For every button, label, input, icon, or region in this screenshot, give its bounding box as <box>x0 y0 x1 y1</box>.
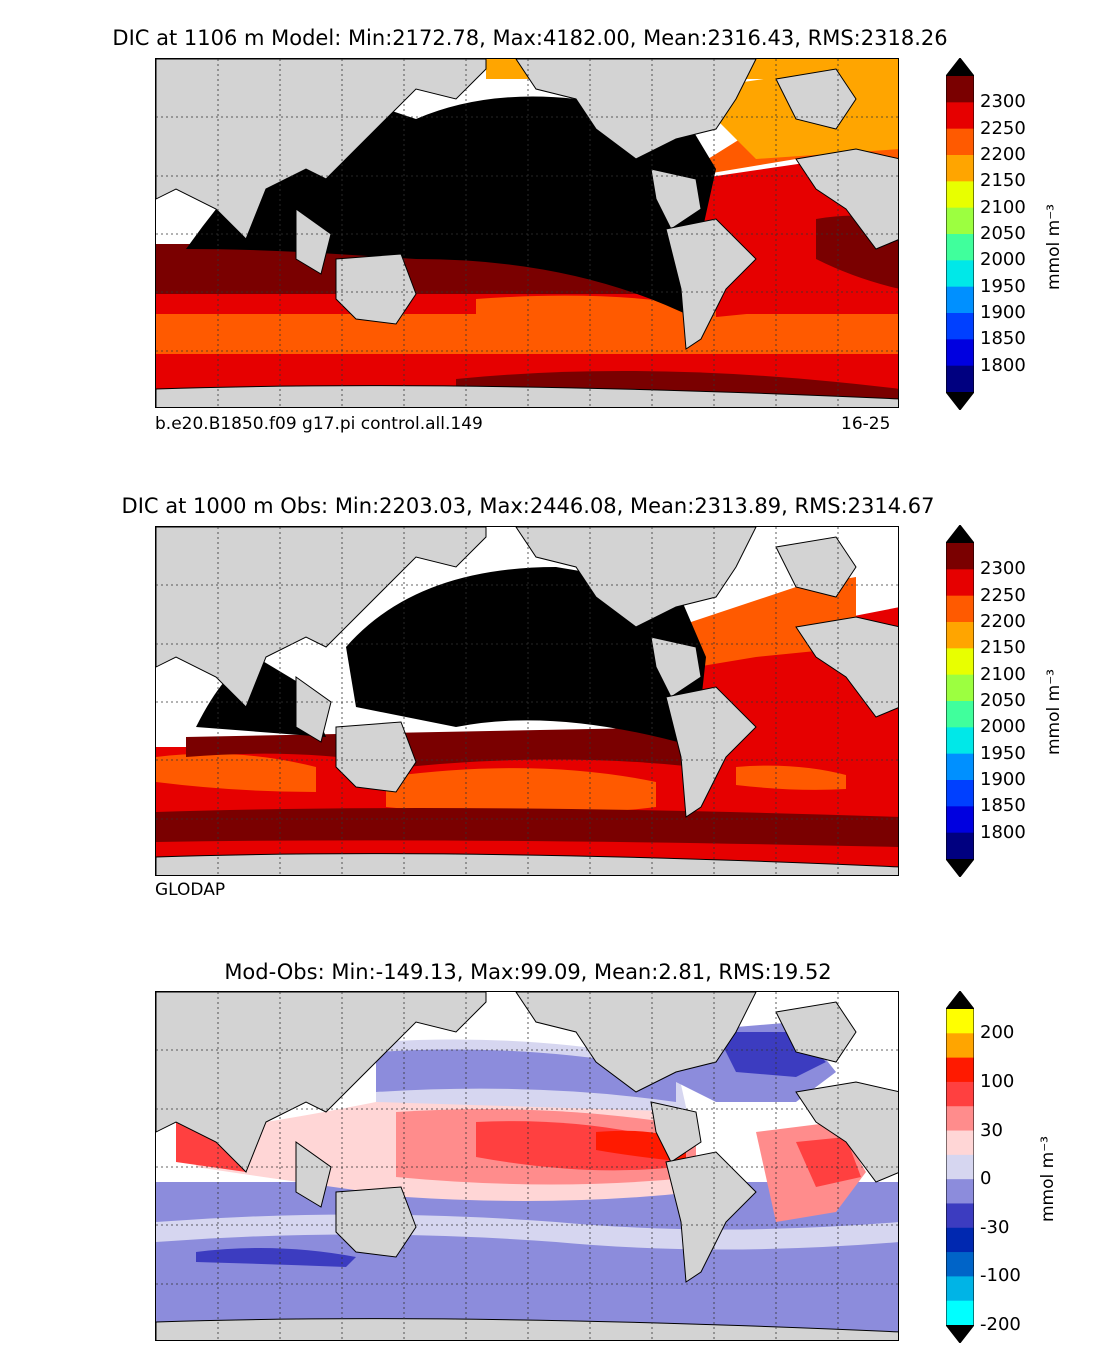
colorbar-1-tick: 2100 <box>980 196 1026 218</box>
colorbar-1-tick: 2000 <box>980 249 1026 271</box>
colorbar-band <box>946 260 974 288</box>
colorbar-extend-min <box>946 392 974 410</box>
colorbar-band <box>946 1106 974 1132</box>
colorbar-band <box>946 648 974 676</box>
panel1-caption-right: 16-25 <box>841 414 891 434</box>
colorbar-band <box>946 806 974 834</box>
colorbar-band <box>946 313 974 340</box>
panel2-caption-left: GLODAP <box>155 880 226 900</box>
colorbar-extend-min <box>946 859 974 877</box>
colorbar-2-tick: 2300 <box>980 558 1026 580</box>
colorbar-extend-max <box>946 58 974 76</box>
colorbar-2-tick: 2050 <box>980 690 1026 711</box>
colorbar-3-tick: 100 <box>980 1070 1015 1092</box>
panel3-map-svg <box>156 992 898 1340</box>
colorbar-1 <box>946 58 974 410</box>
colorbar-band <box>946 780 974 807</box>
colorbar-3-tick: -200 <box>980 1314 1021 1335</box>
colorbar-1-tick: 1800 <box>980 354 1026 376</box>
colorbar-3-tick: -100 <box>980 1265 1021 1287</box>
colorbar-2-tick: 2200 <box>980 611 1026 632</box>
colorbar-1-tick: 1900 <box>980 302 1026 323</box>
panel2-map <box>155 526 899 876</box>
colorbar-2 <box>946 525 974 877</box>
colorbar-band <box>946 1033 974 1059</box>
colorbar-band <box>946 1300 974 1326</box>
colorbar-band <box>946 1057 974 1083</box>
colorbar-3-unit: mmol m⁻³ <box>1038 1136 1058 1222</box>
colorbar-band <box>946 1179 974 1204</box>
colorbar-band <box>946 674 974 702</box>
colorbar-2-tick: 1950 <box>980 742 1026 764</box>
colorbar-1-tick: 2150 <box>980 170 1026 192</box>
colorbar-band <box>946 569 974 597</box>
colorbar-3-tick: 200 <box>980 1022 1015 1044</box>
colorbar-band <box>946 339 974 367</box>
panel1-map <box>155 58 899 408</box>
colorbar-1-tick: 2250 <box>980 117 1026 139</box>
colorbar-band <box>946 128 974 156</box>
panel3-title: Mod-Obs: Min:-149.13, Max:99.09, Mean:2.… <box>224 960 832 984</box>
colorbar-band <box>946 365 974 393</box>
colorbar-extend-max <box>946 525 974 543</box>
panel1-map-svg <box>156 59 898 407</box>
colorbar-1-tick: 2050 <box>980 223 1026 244</box>
panel2-map-svg <box>156 527 898 875</box>
colorbar-1-tick: 2200 <box>980 144 1026 165</box>
panel1-caption-left: b.e20.B1850.f09 g17.pi control.all.149 <box>155 414 483 434</box>
colorbar-band <box>946 1130 974 1156</box>
panel1-title: DIC at 1106 m Model: Min:2172.78, Max:41… <box>112 26 948 50</box>
colorbar-2-tick: 2100 <box>980 663 1026 685</box>
colorbar-band <box>946 595 974 623</box>
panel2-title: DIC at 1000 m Obs: Min:2203.03, Max:2446… <box>121 494 935 518</box>
colorbar-2-tick: 2000 <box>980 716 1026 738</box>
panel3-map <box>155 991 899 1341</box>
colorbar-2-unit: mmol m⁻³ <box>1044 669 1064 755</box>
colorbar-band <box>946 1081 974 1107</box>
colorbar-3-tick: -30 <box>980 1216 1010 1238</box>
colorbar-extend-max <box>946 991 974 1009</box>
colorbar-band <box>946 76 974 103</box>
colorbar-band <box>946 155 974 182</box>
colorbar-1-tick: 2300 <box>980 91 1026 113</box>
colorbar-2-tick: 1900 <box>980 769 1026 790</box>
colorbar-band <box>946 1252 974 1277</box>
colorbar-band <box>946 543 974 570</box>
colorbar-band <box>946 207 974 235</box>
colorbar-band <box>946 727 974 755</box>
colorbar-band <box>946 1203 974 1229</box>
colorbar-band <box>946 102 974 130</box>
colorbar-band <box>946 1154 974 1180</box>
colorbar-band <box>946 234 974 261</box>
colorbar-2-tick: 1850 <box>980 795 1026 817</box>
colorbar-band <box>946 1227 974 1253</box>
colorbar-band <box>946 701 974 728</box>
colorbar-2-tick: 1800 <box>980 821 1026 843</box>
colorbar-2-tick: 2250 <box>980 584 1026 606</box>
colorbar-2-tick: 2150 <box>980 637 1026 659</box>
colorbar-3 <box>946 991 974 1343</box>
colorbar-3-tick: 0 <box>980 1168 992 1190</box>
colorbar-band <box>946 832 974 860</box>
colorbar-band <box>946 181 974 209</box>
colorbar-band <box>946 753 974 781</box>
colorbar-1-tick: 1850 <box>980 328 1026 350</box>
colorbar-1-tick: 1950 <box>980 275 1026 297</box>
colorbar-3-tick: 30 <box>980 1119 1003 1141</box>
colorbar-1-unit: mmol m⁻³ <box>1044 204 1064 290</box>
colorbar-extend-min <box>946 1325 974 1343</box>
colorbar-band <box>946 622 974 649</box>
colorbar-band <box>946 1009 974 1034</box>
colorbar-band <box>946 1276 974 1302</box>
colorbar-band <box>946 286 974 314</box>
